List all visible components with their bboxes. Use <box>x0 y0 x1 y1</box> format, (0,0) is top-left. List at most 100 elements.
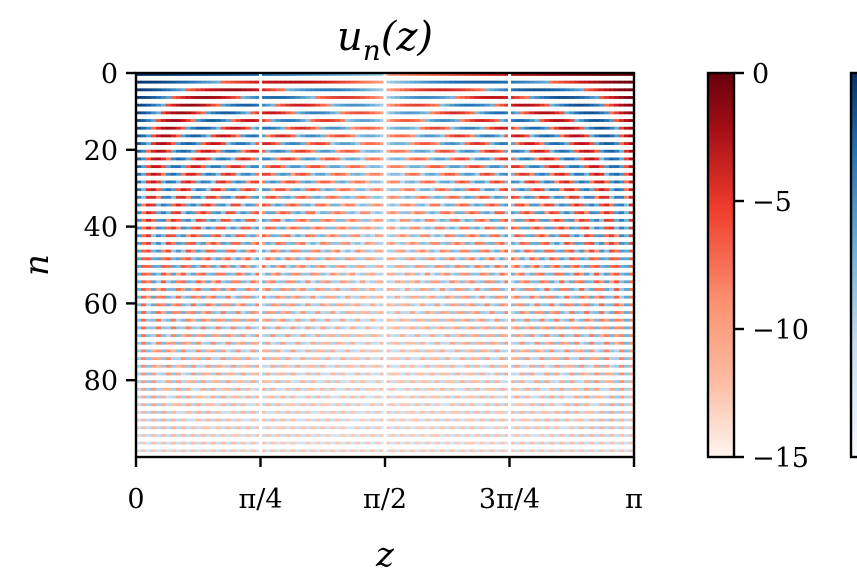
heat-cell <box>474 126 481 130</box>
heat-cell <box>534 157 540 161</box>
heat-cell <box>245 218 252 222</box>
heat-cell <box>544 226 550 230</box>
heat-cell <box>574 380 580 384</box>
heat-cell <box>469 96 476 99</box>
heat-cell <box>350 357 356 361</box>
heat-cell <box>464 103 471 107</box>
heat-cell <box>160 364 167 368</box>
heat-cell <box>360 111 366 115</box>
heat-cell <box>409 88 416 92</box>
heat-cell <box>250 433 257 437</box>
heat-cell <box>175 311 182 314</box>
heat-cell <box>464 410 471 414</box>
heat-cell <box>165 103 172 107</box>
heat-cell <box>559 326 565 330</box>
heat-cell <box>160 241 167 245</box>
heat-cell <box>375 288 381 291</box>
heat-cell <box>290 96 296 99</box>
heat-cell <box>210 234 217 238</box>
heat-cell <box>150 195 157 199</box>
heat-cell <box>469 272 476 276</box>
heat-cell <box>534 326 540 330</box>
heat-cell <box>380 88 386 92</box>
heat-cell <box>255 349 262 353</box>
heat-cell <box>320 241 326 245</box>
heat-cell <box>414 272 421 276</box>
heat-cell <box>534 172 540 176</box>
heat-cell <box>360 203 366 207</box>
heat-cell <box>175 218 182 222</box>
heat-cell <box>245 134 252 138</box>
heat-cell <box>265 334 272 337</box>
heat-cell <box>170 149 177 153</box>
heat-cell <box>385 257 391 261</box>
heat-cell <box>215 426 222 430</box>
heat-cell <box>439 180 446 184</box>
heat-cell <box>340 272 346 276</box>
heat-cell <box>350 111 356 115</box>
heat-cell <box>439 311 446 314</box>
heat-cell <box>215 357 222 361</box>
heat-cell <box>454 157 461 161</box>
heat-cell <box>499 96 506 99</box>
heat-cell <box>529 395 535 399</box>
heat-cell <box>330 203 336 207</box>
heat-cell <box>325 149 331 153</box>
heat-cell <box>315 218 321 222</box>
heat-cell <box>564 341 570 345</box>
heat-cell <box>290 80 296 84</box>
heat-cell <box>195 88 202 92</box>
heat-cell <box>180 149 187 153</box>
heat-cell <box>295 180 301 184</box>
heat-cell <box>489 73 496 76</box>
heat-cell <box>514 387 521 391</box>
heat-cell <box>300 364 306 368</box>
heat-cell <box>310 241 316 245</box>
heat-cell <box>409 157 416 161</box>
heat-cell <box>524 111 531 115</box>
heat-cell <box>469 433 476 437</box>
heat-cell <box>355 418 361 422</box>
heat-cell <box>414 195 421 199</box>
heat-cell <box>409 203 416 207</box>
heat-cell <box>155 226 162 230</box>
heat-cell <box>519 272 526 276</box>
heat-cell <box>165 218 172 222</box>
heat-cell <box>429 433 436 437</box>
heat-cell <box>255 272 262 276</box>
heat-cell <box>549 334 555 337</box>
heat-cell <box>479 103 486 107</box>
heat-cell <box>534 265 540 268</box>
heat-cell <box>355 357 361 361</box>
heat-cell <box>584 241 590 245</box>
heat-cell <box>230 387 237 391</box>
heat-cell <box>195 165 202 169</box>
heat-cell <box>350 372 356 376</box>
heat-cell <box>140 103 147 107</box>
heat-cell <box>280 326 286 330</box>
heat-cell <box>544 387 550 391</box>
heat-cell <box>220 73 227 76</box>
heat-cell <box>255 341 262 345</box>
heat-cell <box>514 203 521 207</box>
heat-cell <box>375 134 381 138</box>
heat-cell <box>200 172 207 176</box>
heat-cell <box>509 103 516 107</box>
heat-cell <box>599 234 605 238</box>
heat-cell <box>459 410 466 414</box>
heat-cell <box>554 449 560 453</box>
heat-cell <box>235 226 242 230</box>
heat-cell <box>260 326 267 330</box>
heat-cell <box>629 73 634 76</box>
heat-cell <box>370 134 376 138</box>
heat-cell <box>394 349 401 353</box>
heat-cell <box>594 249 600 253</box>
heat-cell <box>210 111 217 115</box>
heat-cell <box>300 433 306 437</box>
heat-cell <box>185 372 192 376</box>
heat-cell <box>145 387 152 391</box>
heat-cell <box>439 257 446 261</box>
heat-cell <box>574 218 580 222</box>
heat-cell <box>484 188 491 192</box>
heat-cell <box>335 180 341 184</box>
